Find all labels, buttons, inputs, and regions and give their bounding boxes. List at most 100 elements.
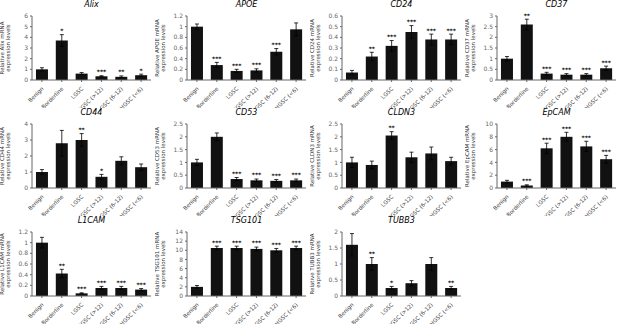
svg-text:0.3: 0.3 [328, 44, 338, 51]
svg-text:*: * [100, 167, 104, 174]
svg-text:6: 6 [24, 12, 28, 19]
svg-text:***: *** [136, 281, 146, 288]
svg-text:**: ** [448, 279, 455, 286]
svg-text:Benign: Benign [27, 301, 46, 320]
svg-text:Benign: Benign [27, 85, 46, 104]
svg-text:*: * [140, 67, 144, 74]
svg-text:LGSC: LGSC [535, 85, 550, 100]
svg-text:0.2: 0.2 [328, 55, 338, 62]
svg-text:0.4: 0.4 [173, 55, 183, 62]
svg-text:0: 0 [179, 76, 183, 83]
svg-text:LGSC: LGSC [225, 85, 240, 100]
svg-text:***: *** [272, 172, 282, 179]
svg-text:***: *** [522, 177, 532, 184]
svg-text:Borderline: Borderline [350, 85, 375, 108]
svg-text:***: *** [582, 134, 592, 141]
svg-text:2.5: 2.5 [173, 120, 183, 127]
svg-text:2: 2 [179, 133, 183, 140]
svg-text:LGSC: LGSC [535, 193, 550, 208]
svg-text:***: *** [97, 279, 107, 286]
svg-text:***: *** [232, 239, 242, 246]
svg-text:LGSC: LGSC [380, 85, 395, 100]
svg-text:***: *** [387, 33, 397, 40]
svg-text:1.5: 1.5 [173, 146, 183, 153]
svg-text:Relative TSG101 mRNAexpression: Relative TSG101 mRNAexpression levels [155, 232, 167, 297]
svg-text:***: *** [446, 27, 456, 34]
svg-text:HGSC (<6): HGSC (<6) [119, 194, 144, 216]
svg-text:LGSC: LGSC [70, 85, 85, 100]
svg-text:HGSC (<6): HGSC (<6) [429, 194, 454, 216]
svg-text:**: ** [59, 262, 66, 269]
svg-text:1: 1 [24, 168, 28, 175]
svg-text:LGSC: LGSC [380, 301, 395, 316]
svg-text:1: 1 [179, 159, 183, 166]
svg-text:2: 2 [489, 171, 493, 178]
svg-text:1: 1 [334, 260, 338, 267]
svg-text:4: 4 [179, 274, 183, 281]
svg-text:***: *** [212, 55, 222, 62]
svg-text:**: ** [369, 45, 376, 52]
svg-text:0.8: 0.8 [18, 249, 28, 256]
svg-text:Benign: Benign [337, 193, 356, 212]
svg-text:2.5: 2.5 [328, 120, 338, 127]
svg-text:6: 6 [179, 265, 183, 272]
svg-text:LGSC: LGSC [380, 193, 395, 208]
svg-text:HGSC (<6): HGSC (<6) [119, 302, 144, 324]
svg-text:14: 14 [175, 228, 183, 235]
svg-text:**: ** [118, 68, 125, 75]
svg-text:Benign: Benign [492, 193, 511, 212]
svg-text:0: 0 [24, 292, 28, 299]
svg-text:Borderline: Borderline [195, 85, 220, 108]
svg-text:***: *** [562, 66, 572, 73]
svg-text:Benign: Benign [182, 193, 201, 212]
svg-text:0: 0 [179, 292, 183, 299]
svg-text:0.6: 0.6 [328, 12, 338, 19]
svg-text:0.2: 0.2 [18, 281, 28, 288]
svg-text:HGSC (<6): HGSC (<6) [274, 86, 299, 108]
svg-text:0.4: 0.4 [328, 33, 338, 40]
svg-text:2: 2 [334, 133, 338, 140]
svg-text:***: *** [562, 125, 572, 132]
svg-text:1: 1 [334, 159, 338, 166]
svg-text:10: 10 [485, 120, 493, 127]
svg-text:***: *** [542, 65, 552, 72]
svg-text:HGSC (<6): HGSC (<6) [274, 302, 299, 324]
svg-text:Borderline: Borderline [40, 85, 65, 108]
svg-text:LGSC: LGSC [225, 301, 240, 316]
svg-text:2.5: 2.5 [483, 23, 493, 30]
svg-text:0: 0 [24, 184, 28, 191]
svg-text:1: 1 [179, 23, 183, 30]
svg-text:4: 4 [489, 159, 493, 166]
svg-text:0.8: 0.8 [173, 33, 183, 40]
svg-text:Relative Alix mRNAexpression l: Relative Alix mRNAexpression levels [8, 21, 12, 74]
svg-text:10: 10 [175, 246, 183, 253]
svg-text:Relative CD53 mRNAexpression l: Relative CD53 mRNAexpression levels [155, 127, 167, 185]
svg-text:Relative TUBB3 mRNAexpression: Relative TUBB3 mRNAexpression levels [310, 233, 322, 294]
svg-text:Benign: Benign [337, 85, 356, 104]
svg-text:***: *** [291, 239, 301, 246]
svg-text:HGSC (<6): HGSC (<6) [274, 194, 299, 216]
svg-text:***: *** [232, 62, 242, 69]
svg-text:Benign: Benign [182, 85, 201, 104]
svg-text:LGSC: LGSC [70, 193, 85, 208]
svg-text:Borderline: Borderline [40, 193, 65, 216]
svg-text:**: ** [388, 124, 395, 131]
svg-text:0: 0 [334, 76, 338, 83]
svg-text:Relative CD44 mRNAexpression l: Relative CD44 mRNAexpression levels [8, 127, 12, 185]
svg-text:Relative CLDN3 mRNAexpression: Relative CLDN3 mRNAexpression levels [310, 125, 322, 187]
svg-text:HGSC (<6): HGSC (<6) [584, 86, 609, 108]
svg-text:0.6: 0.6 [173, 44, 183, 51]
svg-text:***: *** [252, 239, 262, 246]
svg-text:***: *** [291, 171, 301, 178]
svg-text:1.5: 1.5 [328, 146, 338, 153]
svg-text:4: 4 [24, 33, 28, 40]
svg-text:12: 12 [175, 237, 183, 244]
svg-text:LGSC: LGSC [225, 193, 240, 208]
svg-text:***: *** [77, 285, 87, 292]
svg-text:Relative L1CAM mRNAexpression: Relative L1CAM mRNAexpression levels [8, 233, 12, 295]
svg-text:2: 2 [334, 228, 338, 235]
svg-text:1: 1 [489, 55, 493, 62]
svg-text:***: *** [232, 170, 242, 177]
svg-text:0.2: 0.2 [173, 65, 183, 72]
svg-text:***: *** [117, 279, 127, 286]
